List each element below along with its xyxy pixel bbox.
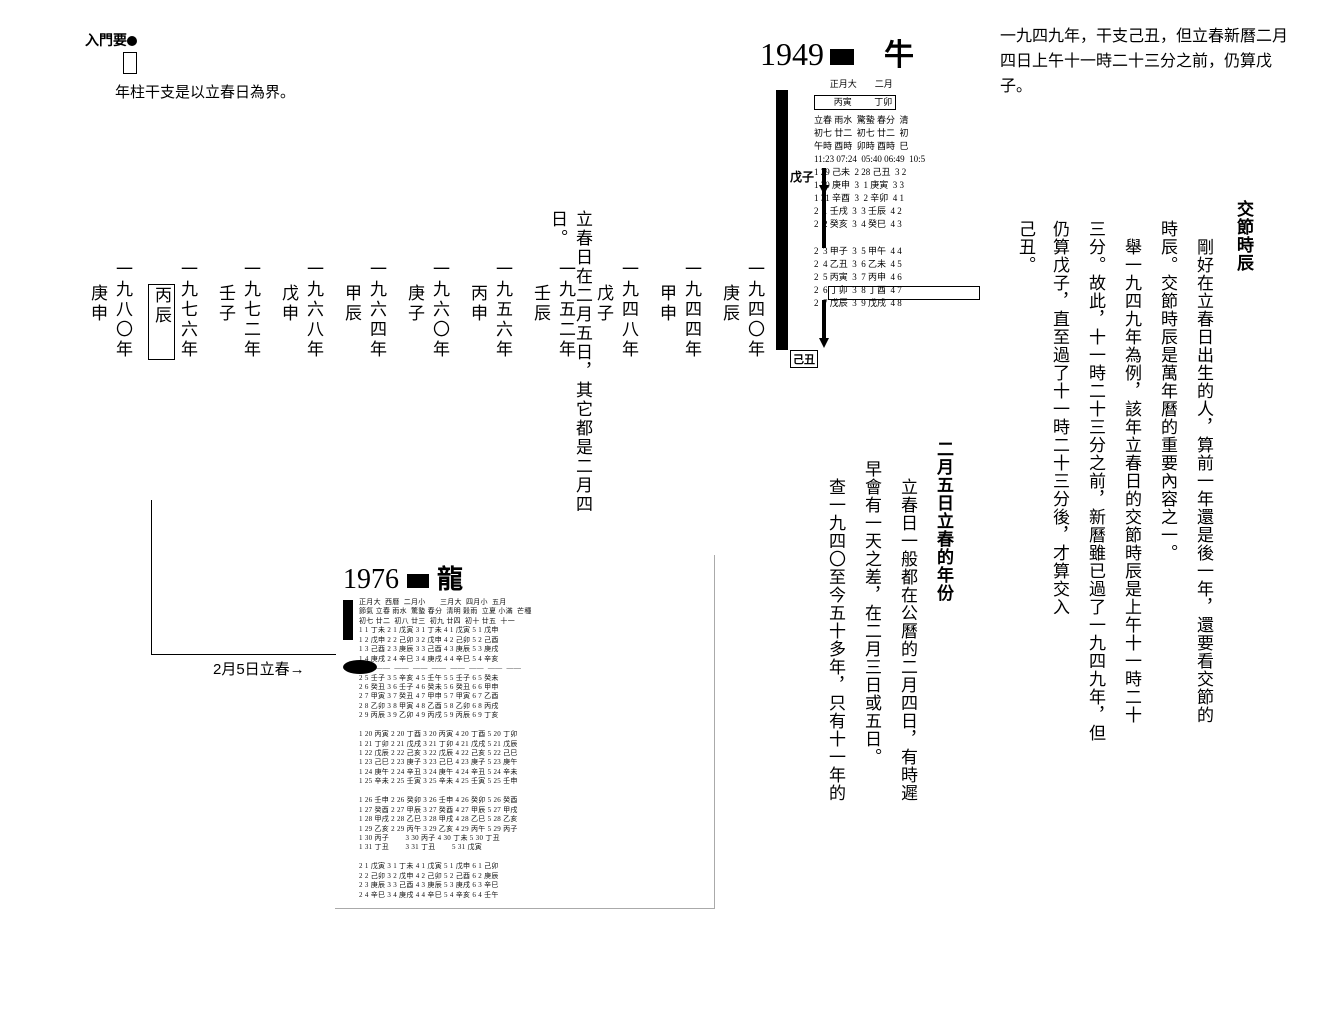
left-page: 入門要 年柱干支是以立春日為界。 立春日在二月五日，其它都是二月四日。 一九四〇… xyxy=(85,30,655,102)
year-label: 一九六〇年 xyxy=(430,260,449,360)
sec2-col2: 早會有一天之差，在二月三日或五日。 xyxy=(854,460,888,930)
sec2-col3: 查一九四〇至今五十多年，只有十一年的 xyxy=(818,460,852,930)
almanac-1949-monthrow: 丙寅 丁卯 xyxy=(814,95,896,110)
year-label: 一九四四年 xyxy=(682,260,701,360)
black-box-icon xyxy=(830,49,854,65)
year-ganzhi: 壬子 xyxy=(213,284,238,360)
almanac-1976: 1976 龍 正月大 西曆 二月小 三月大 四月小 五月 節氣 立春 雨水 驚蟄… xyxy=(335,555,715,909)
intro-text: 年柱干支是以立春日為界。 xyxy=(115,81,655,102)
year-list: 一九四〇年庚辰一九四四年甲申一九四八年戊子一九五二年壬辰一九五六年丙申一九六〇年… xyxy=(85,260,767,360)
year-ganzhi: 戊子 xyxy=(591,284,616,360)
arrow-down-icon xyxy=(819,185,829,195)
sec1-col4: 三分。故此，十一時二十三分之前，新曆雖已過了一九四九年，但 xyxy=(1078,220,1112,940)
year-ganzhi: 戊申 xyxy=(276,284,301,360)
almanac-1976-zodiac: 龍 xyxy=(437,559,463,596)
almanac-1976-sidebar xyxy=(343,600,353,640)
year-ganzhi: 甲申 xyxy=(654,284,679,360)
year-label: 一九四八年 xyxy=(619,260,638,360)
year-item: 一九四四年甲申 xyxy=(654,260,704,360)
year-ganzhi: 庚申 xyxy=(85,284,110,360)
almanac-1976-grid: 正月大 西曆 二月小 三月大 四月小 五月 節氣 立春 雨水 驚蟄 春分 清明 … xyxy=(359,598,532,900)
year-ganzhi: 壬辰 xyxy=(528,284,553,360)
year-label: 一九五六年 xyxy=(493,260,512,360)
year-item: 一九八〇年庚申 xyxy=(85,260,135,360)
almanac-1949-grid: 立春 雨水 驚蟄 春分 清 初七 廿二 初七 廿二 初 午時 酉時 卯時 酉時 … xyxy=(814,114,990,310)
year-ganzhi: 庚子 xyxy=(402,284,427,360)
intro-label: 入門要 xyxy=(85,30,655,50)
almanac-1949-subhead: 正月大 二月 xyxy=(814,78,990,91)
right-top-note: 一九四九年，干支己丑，但立春新曆二月四日上午十一時二十三分之前，仍算戊子。 xyxy=(1000,25,1300,99)
almanac-1976-marker xyxy=(343,660,377,674)
section-title-feb5: 二月五日立春的年份 xyxy=(926,440,960,650)
black-box-icon xyxy=(407,574,429,588)
arrow-stem-icon xyxy=(822,168,826,248)
sec1-col2: 時辰。交節時辰是萬年曆的重要內容之一。 xyxy=(1150,220,1184,940)
intro-small-box xyxy=(123,52,137,74)
almanac-1976-year: 1976 xyxy=(343,564,399,596)
section-title-jiaojie: 交節時辰 xyxy=(1226,200,1260,300)
almanac-1976-head: 1976 龍 xyxy=(343,559,706,596)
arrow-stem-icon xyxy=(822,300,826,340)
year-item: 一九六〇年庚子 xyxy=(402,260,452,360)
almanac-1949-highlight-row xyxy=(828,286,980,300)
connector-line xyxy=(151,500,336,655)
almanac-1949-label-wuzhi: 戊子 xyxy=(790,168,814,185)
almanac-1976-arrow-label: 2月5日立春→ xyxy=(213,658,305,679)
year-ganzhi: 甲辰 xyxy=(339,284,364,360)
bullet-icon xyxy=(127,36,137,46)
intro-label-text: 入門要 xyxy=(85,32,127,48)
almanac-1949-zodiac: 牛 xyxy=(884,30,914,74)
year-ganzhi: 庚辰 xyxy=(717,284,742,360)
sec1-col5: 仍算戊子，直至過了十一時二十三分後，才算交入己丑。 xyxy=(1008,220,1076,620)
almanac-1949-head: 1949 牛 xyxy=(760,30,990,74)
year-item: 一九五六年丙申 xyxy=(465,260,515,360)
almanac-1949: 1949 牛 戊子 正月大 二月 丙寅 丁卯 立春 雨水 驚蟄 春分 清 初七 … xyxy=(760,30,990,310)
almanac-1949-sidebar xyxy=(776,90,788,350)
year-label: 一九六八年 xyxy=(304,260,323,360)
year-label: 一九五二年 xyxy=(556,260,575,360)
year-item: 一九六八年戊申 xyxy=(276,260,326,360)
almanac-1949-year: 1949 xyxy=(760,36,824,73)
year-label: 一九七二年 xyxy=(241,260,260,360)
year-item: 一九四八年戊子 xyxy=(591,260,641,360)
arrow-down-icon xyxy=(819,338,829,348)
year-ganzhi: 丙辰 xyxy=(148,284,175,360)
year-ganzhi: 丙申 xyxy=(465,284,490,360)
sec1-col1: 剛好在立春日出生的人，算前一年還是後一年，還要看交節的 xyxy=(1186,220,1220,940)
almanac-1949-label-jichou: 己丑 xyxy=(790,350,818,368)
year-label: 一九七六年 xyxy=(178,260,197,360)
year-item: 一九六四年甲辰 xyxy=(339,260,389,360)
year-label: 一九八〇年 xyxy=(113,260,132,360)
year-label: 一九六四年 xyxy=(367,260,386,360)
year-item: 一九七六年丙辰 xyxy=(148,260,200,360)
sec1-col3: 舉一九四九年為例，該年立春日的交節時辰是上午十一時二十 xyxy=(1114,220,1148,940)
sec2-col1: 立春日一般都在公曆的二月四日，有時遲 xyxy=(890,460,924,930)
year-item: 一九五二年壬辰 xyxy=(528,260,578,360)
year-item: 一九七二年壬子 xyxy=(213,260,263,360)
